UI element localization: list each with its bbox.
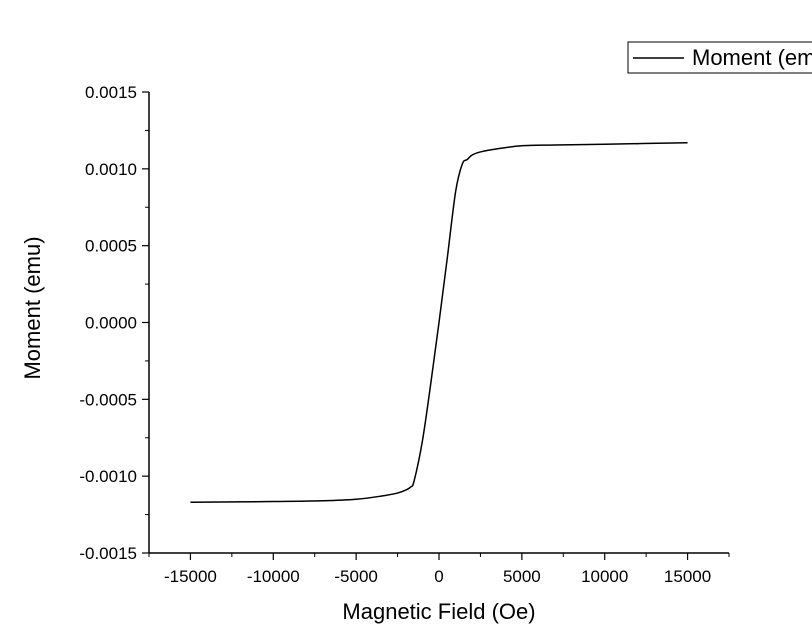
x-tick-label: 15000 (664, 567, 711, 586)
x-axis-title: Magnetic Field (Oe) (342, 599, 535, 624)
y-tick-label: -0.0015 (79, 544, 137, 563)
x-tick-label: 0 (434, 567, 443, 586)
y-tick-label: 0.0015 (85, 83, 137, 102)
moment-curve (190, 141, 688, 504)
x-tick-label: -15000 (164, 567, 217, 586)
x-tick-label: 10000 (581, 567, 628, 586)
legend: Moment (emu) (627, 41, 812, 74)
y-tick-label: -0.0010 (79, 467, 137, 486)
x-tick-label: 5000 (503, 567, 541, 586)
x-axis-ticks: -15000 -10000 -5000 0 5000 10000 15000 (148, 553, 730, 586)
legend-label: Moment (emu) (692, 45, 812, 70)
x-tick-label: -10000 (247, 567, 300, 586)
y-tick-label: 0.0010 (85, 160, 137, 179)
y-tick-label: -0.0005 (79, 390, 137, 409)
y-axis-ticks: -0.0015 -0.0010 -0.0005 0.0000 0.0005 0.0010 0… (79, 83, 149, 563)
y-tick-label: 0.0000 (85, 314, 137, 333)
x-tick-label: -5000 (334, 567, 377, 586)
y-tick-label: 0.0005 (85, 237, 137, 256)
y-axis-title: Moment (emu) (20, 236, 45, 379)
